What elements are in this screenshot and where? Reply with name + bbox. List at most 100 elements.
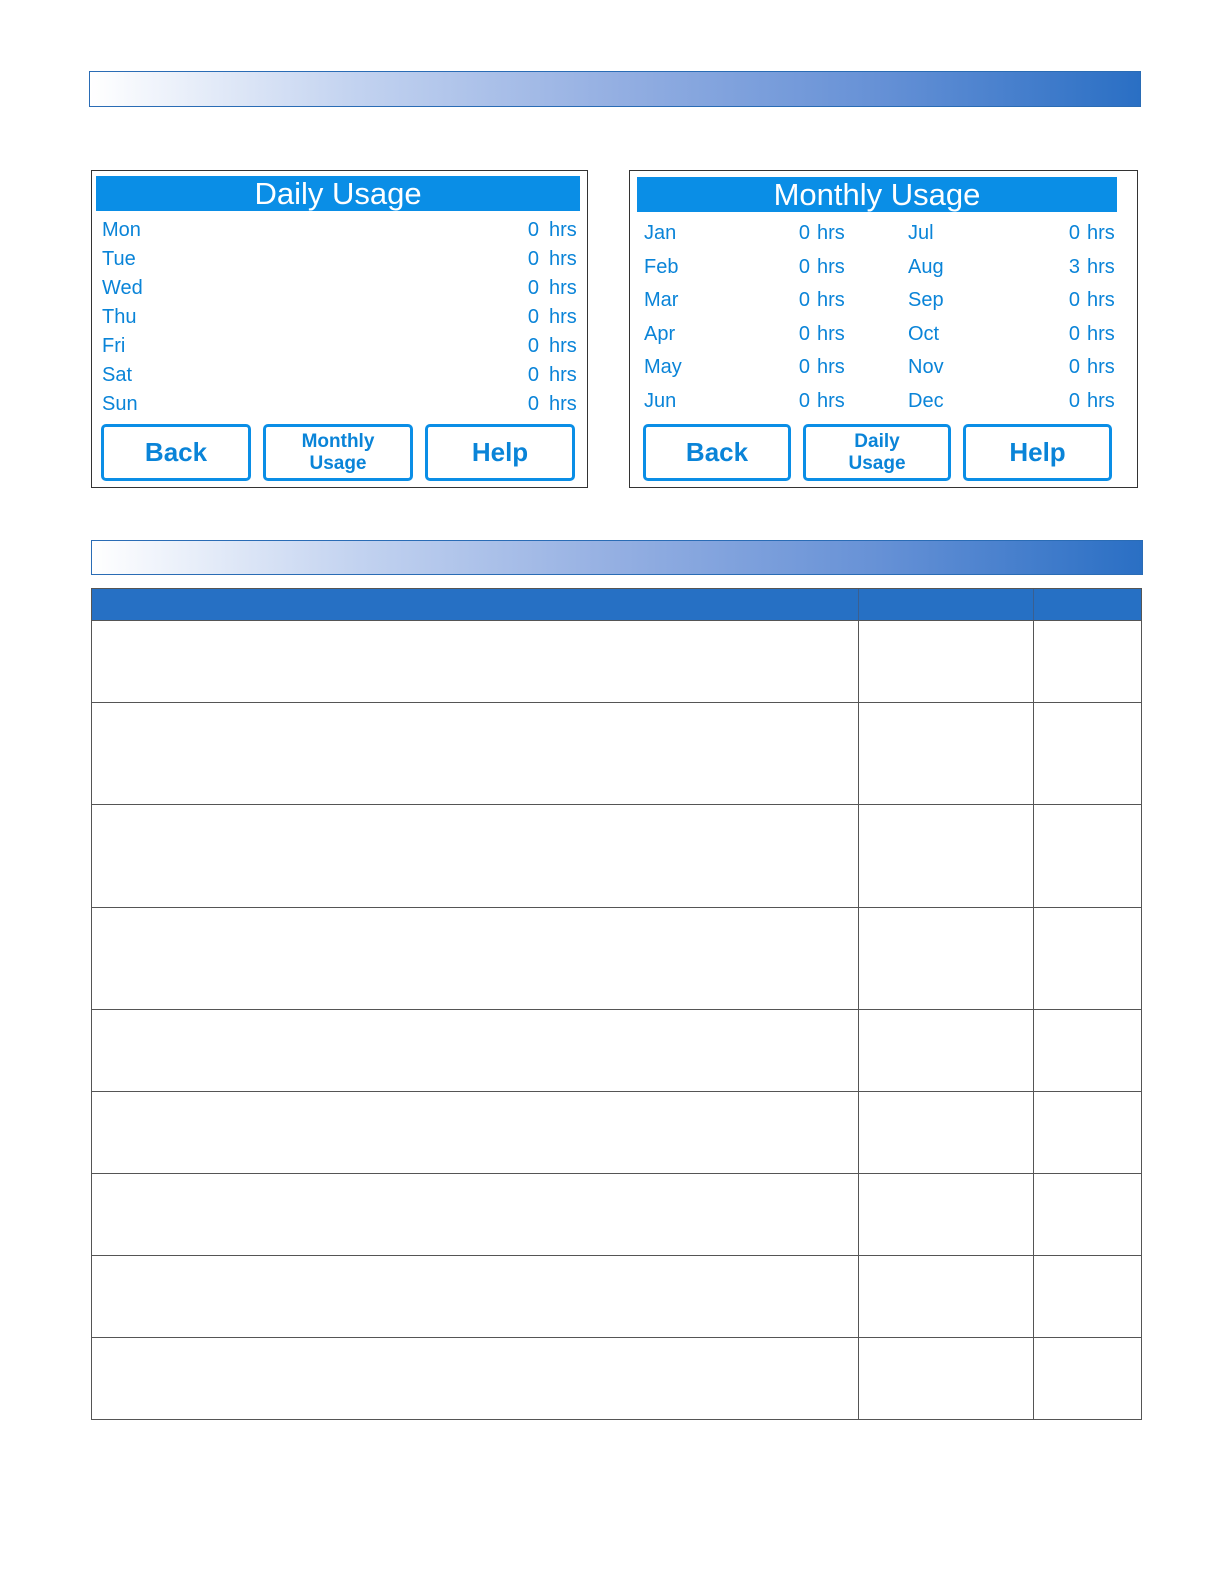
table-row [92, 1009, 1141, 1091]
hours-value: 0 [527, 335, 539, 357]
section-header-bar [91, 540, 1143, 575]
button-label: Monthly Usage [301, 430, 375, 474]
hours-value: 0 [527, 248, 539, 270]
hours-unit: hrs [549, 277, 577, 299]
hours-value: 0 [798, 356, 810, 379]
hours-value: 0 [798, 255, 810, 278]
hours-unit: hrs [817, 255, 845, 278]
hours-unit: hrs [817, 390, 845, 412]
table-cell [859, 703, 1034, 804]
monthly-usage-screen: Monthly Usage Back Daily Usage Help Jan 0 h… [629, 170, 1138, 488]
hours-value: 0 [527, 277, 539, 299]
back-button[interactable]: Back [643, 424, 791, 481]
button-label: Back [685, 437, 749, 467]
table-cell [92, 1010, 859, 1091]
button-label: Daily Usage [848, 430, 906, 474]
hours-unit: hrs [1087, 255, 1115, 278]
month-label: Apr [644, 322, 676, 345]
button-label: Help [471, 437, 529, 467]
day-label: Sun [102, 393, 138, 415]
hours-unit: hrs [549, 306, 577, 328]
month-label: Aug [908, 255, 944, 278]
table-cell [859, 621, 1034, 702]
table-row [92, 907, 1141, 1009]
day-label: Fri [102, 335, 126, 357]
month-label: Oct [908, 322, 940, 345]
hours-value: 0 [527, 219, 539, 241]
help-button[interactable]: Help [425, 424, 575, 481]
screen-title: Daily Usage [96, 176, 580, 211]
hours-unit: hrs [549, 248, 577, 270]
hours-unit: hrs [1087, 322, 1115, 345]
table-cell [1034, 805, 1141, 907]
table-cell [859, 1256, 1034, 1337]
table-row [92, 1173, 1141, 1255]
month-label: Jul [908, 222, 934, 244]
table-cell [1034, 1092, 1141, 1173]
table-row [92, 1337, 1141, 1419]
month-label: May [644, 356, 682, 379]
table-cell [1034, 1010, 1141, 1091]
empty-table [91, 588, 1142, 1420]
hours-unit: hrs [549, 335, 577, 357]
table-row [92, 1255, 1141, 1337]
button-label: Back [144, 437, 208, 467]
hours-value: 0 [1068, 222, 1080, 244]
month-label: Jan [644, 222, 677, 244]
screen-title: Monthly Usage [637, 177, 1117, 212]
month-label: Jun [644, 390, 677, 412]
hours-unit: hrs [549, 393, 577, 415]
hours-value: 0 [798, 222, 810, 244]
table-cell [859, 1092, 1034, 1173]
table-cell [859, 908, 1034, 1009]
hours-unit: hrs [817, 322, 845, 345]
button-label: Help [1009, 437, 1066, 467]
help-button[interactable]: Help [963, 424, 1112, 481]
section-header-bar [89, 71, 1141, 107]
table-cell [92, 703, 859, 804]
table-cell [1034, 621, 1141, 702]
day-label: Wed [102, 277, 143, 299]
hours-value: 0 [798, 322, 810, 345]
table-cell [1034, 703, 1141, 804]
table-row [92, 702, 1141, 804]
hours-value: 3 [1068, 255, 1080, 278]
table-row [92, 620, 1141, 702]
table-cell [859, 1174, 1034, 1255]
hours-unit: hrs [1087, 289, 1115, 312]
hours-unit: hrs [1087, 222, 1115, 244]
hours-value: 0 [798, 390, 810, 412]
day-label: Thu [102, 306, 137, 328]
day-label: Sat [102, 364, 133, 386]
hours-value: 0 [527, 393, 539, 415]
hours-unit: hrs [549, 219, 577, 241]
month-label: Nov [908, 356, 944, 379]
hours-unit: hrs [817, 222, 845, 244]
hours-unit: hrs [817, 289, 845, 312]
table-cell [859, 1010, 1034, 1091]
table-cell [859, 1338, 1034, 1419]
day-label: Mon [102, 219, 141, 241]
table-cell [1034, 1338, 1141, 1419]
table-cell [92, 1256, 859, 1337]
day-label: Tue [102, 248, 136, 270]
back-button[interactable]: Back [101, 424, 251, 481]
hours-value: 0 [527, 306, 539, 328]
hours-unit: hrs [549, 364, 577, 386]
hours-value: 0 [798, 289, 810, 312]
daily-usage-button[interactable]: Daily Usage [803, 424, 951, 481]
hours-value: 0 [527, 364, 539, 386]
hours-unit: hrs [817, 356, 845, 379]
monthly-usage-button[interactable]: Monthly Usage [263, 424, 413, 481]
table-cell [92, 805, 859, 907]
month-label: Feb [644, 255, 679, 278]
table-cell [92, 908, 859, 1009]
hours-value: 0 [1068, 322, 1080, 345]
table-row [92, 804, 1141, 907]
table-row [92, 1091, 1141, 1173]
daily-usage-screen: Daily Usage Back Monthly Usage Help Mon 0 h… [91, 170, 588, 488]
hours-value: 0 [1068, 289, 1080, 312]
hours-value: 0 [1068, 390, 1080, 412]
table-cell [92, 1174, 859, 1255]
